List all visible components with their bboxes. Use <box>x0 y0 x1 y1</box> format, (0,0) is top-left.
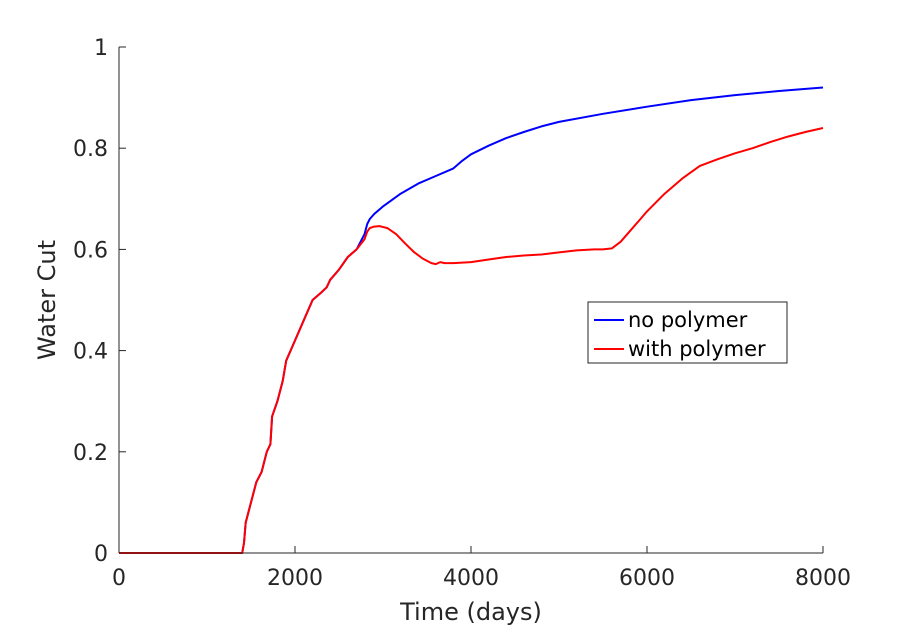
y-tick-label: 0.8 <box>73 137 108 162</box>
y-tick-label: 0.6 <box>73 238 108 263</box>
axes <box>118 47 823 554</box>
x-tick-label: 8000 <box>795 566 851 591</box>
x-tick-label: 0 <box>112 566 126 591</box>
plot-lines <box>119 86 824 554</box>
y-ticks: 0 0.2 0.4 0.6 0.8 1 <box>73 36 126 567</box>
x-tick-label: 6000 <box>619 566 675 591</box>
y-tick-label: 0 <box>94 542 108 567</box>
y-axis-label: Water Cut <box>33 240 61 360</box>
x-tick-label: 2000 <box>267 566 323 591</box>
y-tick-label: 0.2 <box>73 441 108 466</box>
legend-label-no-polymer: no polymer <box>628 308 748 332</box>
y-tick-label: 0.4 <box>73 340 108 365</box>
legend-box <box>587 301 788 364</box>
series-line-with-polymer <box>119 127 824 554</box>
legend-label-with-polymer: with polymer <box>628 337 766 361</box>
x-tick-label: 4000 <box>443 566 499 591</box>
legend: no polymer with polymer <box>587 301 788 364</box>
x-ticks: 0 2000 4000 6000 8000 <box>112 546 851 591</box>
x-axis-label: Time (days) <box>399 598 542 626</box>
y-tick-label: 1 <box>94 36 108 61</box>
